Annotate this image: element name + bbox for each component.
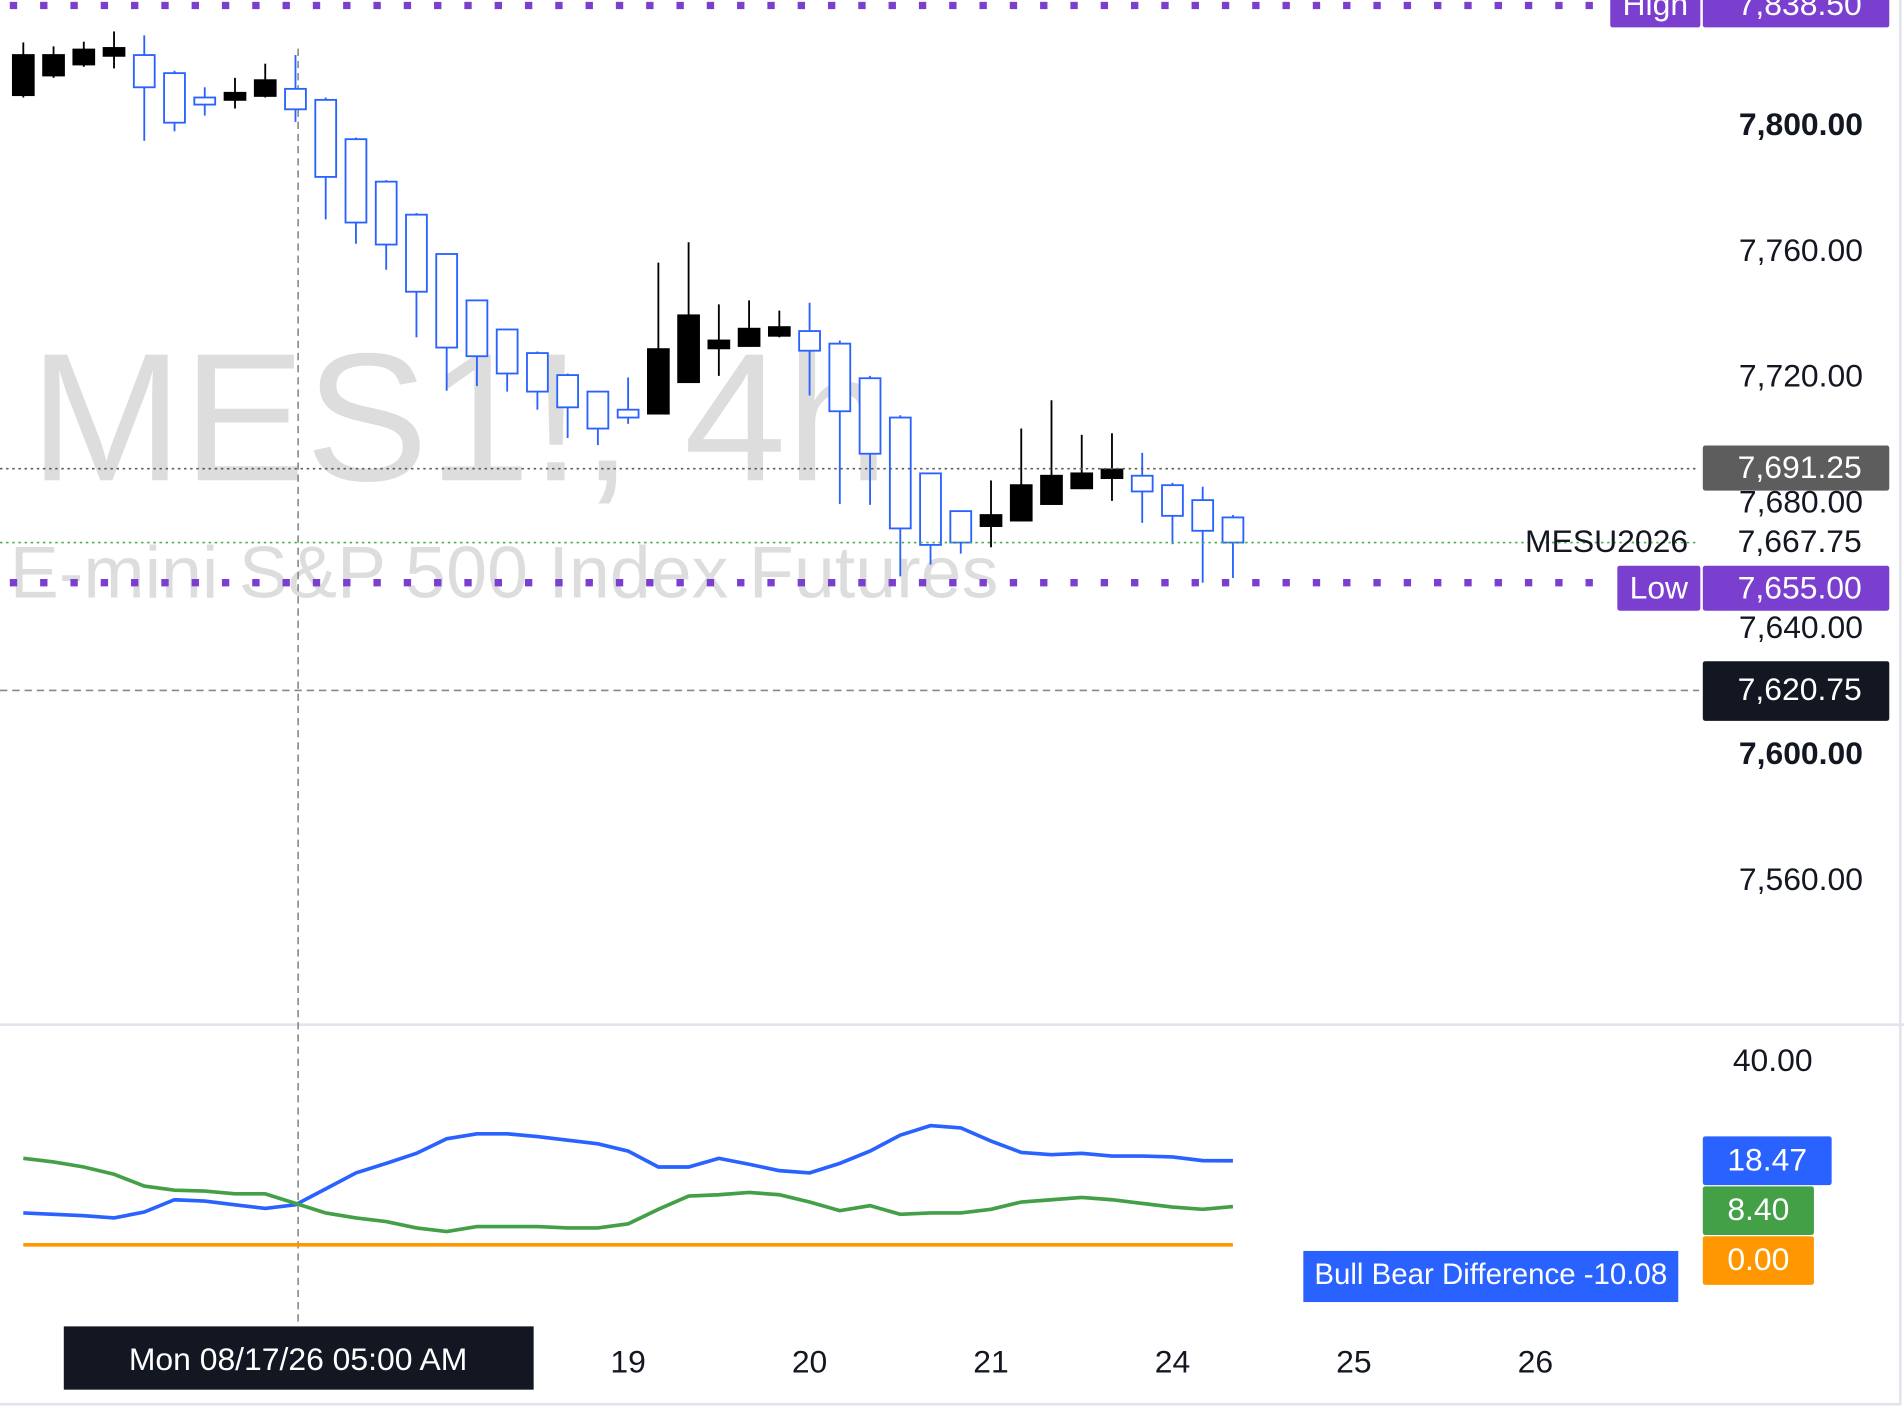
- candle-body: [344, 138, 368, 224]
- candle-body: [374, 180, 398, 246]
- candle-body: [11, 54, 35, 97]
- indicator-line: [23, 1123, 1233, 1220]
- candle-body: [1221, 516, 1245, 544]
- candle-body: [556, 374, 579, 409]
- candle-body: [1161, 484, 1184, 517]
- price-label-name: MESU2026: [1525, 523, 1688, 559]
- annotation-box: [1303, 1250, 1679, 1303]
- x-tick-label: 20: [792, 1344, 827, 1380]
- candle-body: [677, 314, 700, 384]
- price-label-box: [1702, 0, 1890, 28]
- indicator-line: [23, 1156, 1234, 1234]
- crosshair-x-box: [63, 1326, 534, 1390]
- crosshair-y-label: 7,620.75: [1738, 671, 1862, 707]
- crosshair-y-box: [1702, 661, 1890, 721]
- annotation: Bull Bear Difference -10.08: [1314, 1258, 1667, 1291]
- price-label-name-box: [1617, 565, 1701, 611]
- x-tick-label: 26: [1518, 1344, 1553, 1380]
- candle-body: [949, 510, 973, 544]
- price-label: 7,838.50: [1738, 0, 1862, 22]
- candle-body: [737, 327, 761, 347]
- candle-body: [526, 352, 549, 393]
- candle-body: [1040, 474, 1063, 505]
- x-tick-label: 24: [1155, 1344, 1190, 1380]
- y-tick-label: 7,600.00: [1739, 735, 1863, 771]
- candle-body: [616, 408, 640, 419]
- candle-body: [253, 79, 277, 97]
- candle-body: [223, 91, 247, 101]
- watermark-description: E-mini S&P 500 Index Futures: [10, 532, 999, 614]
- candle-body: [42, 54, 65, 77]
- candle-body: [405, 213, 428, 293]
- candle-body: [888, 416, 912, 530]
- indicator-value-label: 0.00: [1727, 1241, 1789, 1277]
- crosshair-x-label: Mon 08/17/26 05:00 AM: [129, 1341, 468, 1377]
- indicator-value-label: 18.47: [1727, 1141, 1807, 1177]
- candle-body: [1130, 474, 1154, 493]
- price-label-box: [1702, 445, 1890, 491]
- candle-body: [919, 472, 942, 546]
- candle-body: [132, 54, 156, 89]
- indicator-value-box: [1702, 1186, 1814, 1235]
- price-label: 7,655.00: [1738, 570, 1862, 606]
- candle-body: [102, 47, 126, 57]
- candle-body: [163, 72, 186, 124]
- price-label: 7,667.75: [1738, 523, 1862, 559]
- candle-body: [828, 342, 852, 413]
- candle-body: [586, 390, 610, 430]
- candle-body: [858, 377, 882, 455]
- y-tick-label: 7,560.00: [1739, 861, 1863, 897]
- y-tick-label: 7,640.00: [1739, 609, 1863, 645]
- x-tick-label: 19: [610, 1344, 645, 1380]
- candle-body: [798, 330, 821, 352]
- plot-layer: 7,800.007,760.007,720.007,680.007,640.00…: [0, 0, 1890, 1380]
- price-label-name-box: [1610, 0, 1701, 28]
- price-label: 7,691.25: [1738, 449, 1862, 485]
- candle-body: [465, 299, 489, 358]
- watermark-symbol: MES1!, 4h: [29, 315, 888, 519]
- candle-body: [1100, 468, 1124, 480]
- candle-body: [767, 326, 791, 337]
- candle-body: [1009, 484, 1033, 522]
- price-label-name: High: [1623, 0, 1689, 22]
- indicator-value-label: 8.40: [1727, 1191, 1789, 1227]
- y-tick-label: 7,720.00: [1739, 358, 1863, 394]
- candle-body: [72, 48, 96, 66]
- candle-body: [1070, 472, 1094, 490]
- candle-body: [284, 87, 307, 111]
- y-tick-label: 7,800.00: [1739, 106, 1863, 142]
- price-label-box: [1702, 565, 1890, 611]
- candle-body: [1191, 499, 1215, 532]
- candle-body: [193, 96, 217, 106]
- candle-body: [647, 348, 670, 415]
- candle-body: [707, 339, 731, 350]
- candle-body: [314, 98, 338, 178]
- indicator-value-box: [1702, 1236, 1814, 1285]
- candle-body: [435, 253, 459, 349]
- candle-body: [495, 328, 519, 375]
- price-label-name: Low: [1630, 570, 1689, 606]
- x-tick-label: 21: [973, 1344, 1008, 1380]
- y-tick-label: 7,760.00: [1739, 232, 1863, 268]
- candle-body: [979, 514, 1003, 527]
- y-tick-label: 40.00: [1733, 1042, 1813, 1078]
- x-tick-label: 25: [1336, 1344, 1371, 1380]
- indicator-value-box: [1702, 1136, 1832, 1186]
